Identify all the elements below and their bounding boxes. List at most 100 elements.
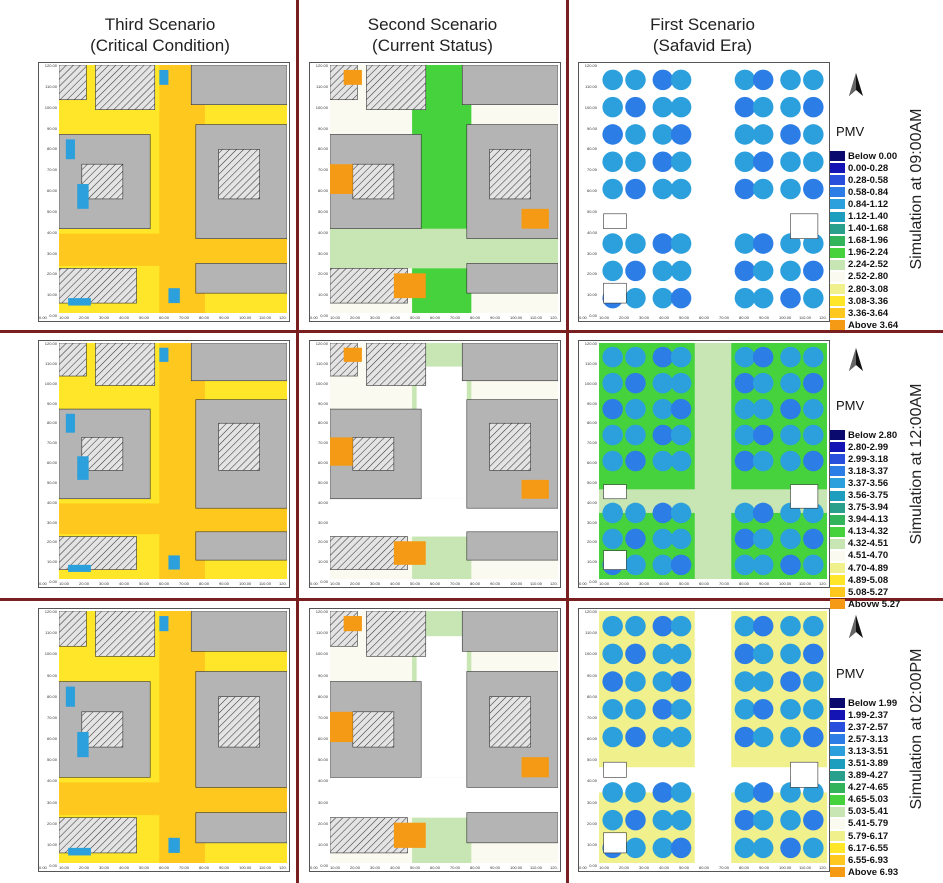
y-tick-label: 20.00 <box>317 271 328 277</box>
x-tick-label: 60.00 <box>430 315 441 320</box>
tree-canopy <box>652 671 674 692</box>
tree-canopy <box>803 528 824 550</box>
legend-swatch <box>830 563 845 574</box>
vertical-divider-2 <box>566 0 569 883</box>
tree-canopy <box>752 782 774 803</box>
x-tick-label: 30.00 <box>99 581 110 586</box>
tree-canopy <box>652 450 674 472</box>
tree-canopy <box>734 615 756 637</box>
tree-canopy <box>780 346 801 368</box>
building-block <box>95 343 156 386</box>
y-tick-label: 50.00 <box>317 757 328 763</box>
tree-canopy <box>752 151 774 172</box>
y-tick-label: 30.00 <box>46 799 57 805</box>
tree-canopy <box>652 643 674 665</box>
y-tick-label: 120.00 <box>584 341 597 346</box>
x-tick-label: 80.00 <box>199 581 210 586</box>
tree-canopy <box>625 554 646 576</box>
tree-canopy <box>752 643 774 665</box>
x-tick-label: 10.00 <box>59 315 70 320</box>
x-tick-label: 110.00 <box>799 315 811 320</box>
x-tick-label: 60.00 <box>430 581 441 586</box>
legend-swatch <box>830 538 845 549</box>
tree-canopy <box>602 96 623 118</box>
x-tick-label: 70.00 <box>719 581 730 586</box>
legend-swatch <box>830 163 845 174</box>
hot-patch <box>343 347 362 362</box>
y-tick-label: 90.00 <box>46 125 57 131</box>
legend-swatch <box>830 806 845 817</box>
y-tick-label: 10.00 <box>46 841 57 847</box>
x-tick-label: 40.00 <box>390 865 401 870</box>
y-tick-label: 0.00 <box>49 313 57 318</box>
tree-canopy <box>652 96 674 118</box>
legend-item: Below 0.00 <box>830 150 940 162</box>
x-tick-label: 110.00 <box>799 581 811 586</box>
x-tick-label: 20.00 <box>350 581 361 586</box>
x-tick-label: 30.00 <box>639 315 650 320</box>
legend-swatch <box>830 867 845 878</box>
tree-canopy <box>670 69 692 91</box>
simulation-label: Simulation at 02:00PM <box>908 648 925 810</box>
legend-item: 2.99-3.18 <box>830 453 940 465</box>
y-tick-label: 100.00 <box>315 104 328 110</box>
y-tick-label: 40.00 <box>46 229 57 235</box>
tree-canopy <box>652 528 674 550</box>
y-tick-label: 30.00 <box>317 519 328 525</box>
y-tick-label: 60.00 <box>317 460 328 465</box>
y-tick-label: 80.00 <box>317 420 328 426</box>
x-tick-label: 40.00 <box>119 581 130 586</box>
y-tick-label: 120.00 <box>315 341 328 346</box>
legend-swatch <box>830 308 845 319</box>
legend-label: 5.03-5.41 <box>848 806 889 818</box>
tree-canopy <box>780 809 801 831</box>
tree-canopy <box>780 643 801 665</box>
building-block <box>466 531 558 561</box>
y-tick-label: 120.00 <box>44 609 57 614</box>
tree-canopy <box>652 726 674 748</box>
tree-canopy <box>752 233 774 254</box>
tree-canopy <box>780 837 801 859</box>
y-tick-label: 0.00 <box>320 313 328 318</box>
tree-canopy <box>602 124 623 145</box>
x-tick-label: 70.00 <box>450 315 461 320</box>
y-tick-label: 120.00 <box>44 341 57 346</box>
legend-label: Abovw 5.27 <box>848 598 901 610</box>
x-tick-label: 120. <box>279 315 287 320</box>
hot-patch <box>393 273 426 299</box>
x-tick-label: 10.00 <box>330 865 341 870</box>
legend-item: 3.56-3.75 <box>830 489 940 501</box>
building-block <box>466 812 558 844</box>
x-tick-label: 100.00 <box>239 315 252 320</box>
x-tick-label: 90.00 <box>759 865 770 870</box>
cool-patch <box>168 555 180 570</box>
tree-canopy-group <box>602 69 824 309</box>
tree-canopy <box>803 615 824 637</box>
x-tick-label: 70.00 <box>719 315 730 320</box>
x-tick-label: 80.00 <box>470 315 481 320</box>
y-tick-label: 100.00 <box>44 380 57 386</box>
y-tick-label: 0.00 <box>320 579 328 584</box>
x-tick-label: 80.00 <box>739 865 750 870</box>
tree-canopy <box>780 671 801 692</box>
legend-item: 3.75-3.94 <box>830 502 940 514</box>
x-tick-label: 20.00 <box>79 315 90 320</box>
cool-patch <box>159 616 169 632</box>
legend-item: 3.08-3.36 <box>830 295 940 307</box>
tree-canopy <box>734 424 756 446</box>
y-tick-label: 40.00 <box>317 229 328 235</box>
y-tick-label: 90.00 <box>586 672 597 678</box>
building-block <box>59 611 87 647</box>
tree-canopy <box>734 178 756 200</box>
cool-patch <box>159 347 169 362</box>
x-tick-label: 110.00 <box>530 315 542 320</box>
tree-canopy <box>652 372 674 394</box>
legend-label: 4.89-5.08 <box>848 574 889 586</box>
tree-canopy <box>602 424 623 446</box>
legend-label: 1.99-2.37 <box>848 709 889 721</box>
x-tick-label: 120. <box>279 865 287 870</box>
tree-canopy <box>734 151 756 172</box>
pmv-map-second-scenario-row2: 120.00 110.00 100.00 90.00 80.00 70.00 60.00 50… <box>309 340 561 588</box>
tree-canopy <box>734 809 756 831</box>
building-block <box>218 422 260 471</box>
